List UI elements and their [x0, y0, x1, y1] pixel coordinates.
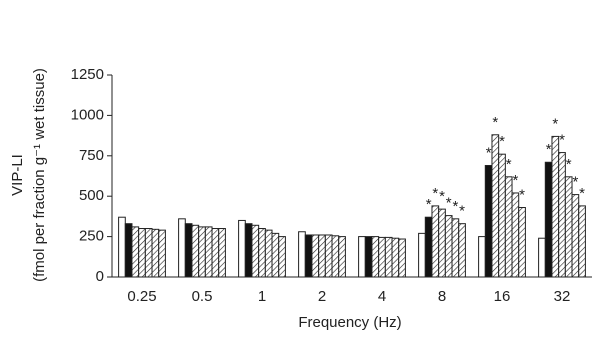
bar: [338, 236, 346, 278]
bar: [184, 223, 193, 278]
y-tick-label: 0: [96, 268, 104, 285]
y-tick-label: 1000: [71, 106, 104, 123]
significance-marker: *: [546, 141, 552, 158]
bar: [371, 236, 380, 278]
x-tick-label: 8: [438, 288, 446, 305]
significance-marker: *: [492, 114, 498, 131]
bar: [424, 216, 433, 278]
x-tick-label: 2: [318, 288, 326, 305]
bar: [438, 208, 446, 278]
bar: [191, 224, 200, 278]
bar: [451, 218, 460, 278]
bar: [138, 228, 146, 278]
bar: [151, 228, 160, 278]
x-tick-label: 0.25: [127, 288, 156, 305]
significance-marker: *: [579, 185, 585, 202]
bar: [211, 228, 220, 278]
bar: [258, 228, 266, 278]
bar: [504, 176, 513, 278]
bar: [124, 223, 133, 278]
bar: [251, 224, 260, 278]
bar: [444, 215, 453, 278]
bar: [118, 216, 126, 278]
bar: [304, 234, 313, 278]
bar: [498, 153, 506, 278]
x-axis-label: Frequency (Hz): [298, 314, 401, 331]
bar: [551, 135, 560, 278]
bar: [431, 205, 440, 278]
significance-marker: *: [426, 196, 432, 213]
x-tick-label: 16: [494, 288, 511, 305]
y-tick-label: 500: [79, 187, 104, 204]
bar: [318, 234, 326, 278]
bar: [544, 161, 553, 278]
bar: [391, 237, 400, 278]
y-tick-label: 250: [79, 228, 104, 245]
significance-marker: *: [452, 198, 458, 215]
bar: [278, 236, 286, 278]
bar: [144, 228, 153, 278]
x-tick-label: 1: [258, 288, 266, 305]
x-tick-label: 0.5: [192, 288, 213, 305]
bar: [324, 234, 333, 278]
bar: [198, 226, 206, 278]
bar: [218, 228, 226, 278]
significance-marker: *: [559, 132, 565, 149]
bar: [364, 236, 373, 278]
significance-marker: *: [552, 115, 558, 132]
significance-marker: *: [446, 195, 452, 212]
significance-marker: *: [486, 144, 492, 161]
bar: [271, 232, 280, 278]
bar: [511, 192, 520, 278]
significance-marker: *: [439, 188, 445, 205]
bar: [538, 237, 546, 278]
significance-marker: *: [566, 156, 572, 173]
bar: [204, 226, 213, 278]
significance-marker: *: [499, 133, 505, 150]
bar: [264, 229, 273, 278]
bar: [558, 152, 566, 278]
y-axis-label: (fmol per fraction g⁻¹ wet tissue): [31, 68, 48, 282]
bar: [384, 236, 393, 278]
bar: [378, 236, 386, 278]
bar: [491, 134, 500, 278]
bar: [398, 238, 406, 278]
bar: [518, 207, 526, 278]
bar: [571, 194, 580, 278]
bar: [484, 164, 493, 278]
bar: [311, 234, 320, 278]
bar: [131, 226, 140, 278]
x-tick-label: 32: [554, 288, 571, 305]
bar: [418, 232, 426, 278]
bar: [478, 236, 486, 278]
bar: [578, 205, 586, 278]
significance-marker: *: [459, 203, 465, 220]
bar: [358, 236, 366, 278]
bar: [244, 223, 253, 278]
x-tick-label: 4: [378, 288, 386, 305]
y-axis-label: VIP-LI: [9, 154, 26, 196]
bar: [158, 229, 166, 278]
bar: [178, 218, 186, 278]
bar: [564, 176, 573, 278]
bar: [238, 219, 246, 278]
bar: [458, 223, 466, 278]
significance-marker: *: [519, 186, 525, 203]
bar: [298, 231, 306, 278]
significance-marker: *: [506, 156, 512, 173]
y-tick-label: 750: [79, 147, 104, 164]
significance-marker: *: [432, 185, 438, 202]
significance-marker: *: [572, 174, 578, 191]
bar: [331, 235, 340, 278]
y-tick-label: 1250: [71, 66, 104, 83]
significance-marker: *: [512, 172, 518, 189]
